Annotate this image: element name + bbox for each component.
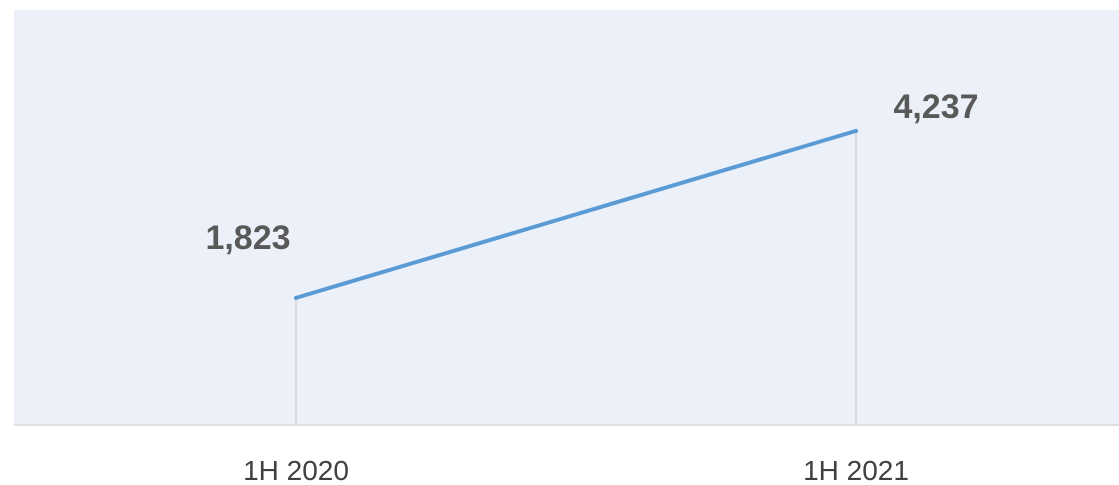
x-tick-label-1: 1H 2020: [243, 455, 349, 485]
series-line: [294, 128, 858, 300]
data-point-1: [294, 295, 298, 300]
data-point-2: [854, 128, 858, 133]
data-label-1: 1,823: [205, 219, 290, 257]
data-label-2: 4,237: [893, 88, 978, 126]
x-tick-label-2: 1H 2021: [803, 455, 909, 485]
